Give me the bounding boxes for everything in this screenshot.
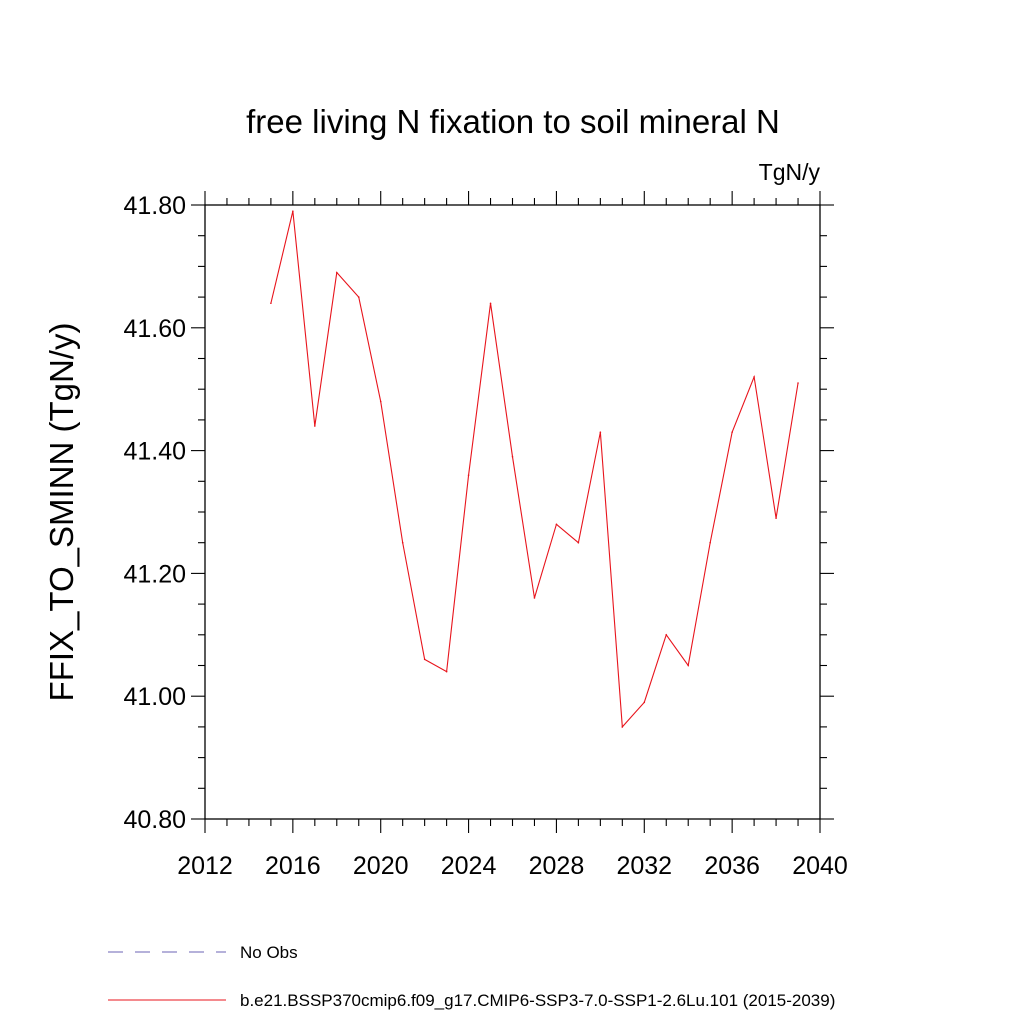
x-tick-label: 2020 [353,852,409,880]
series-line [270,211,799,729]
data-point [401,541,404,544]
x-tick-label: 2028 [529,852,585,880]
data-point [731,431,733,433]
x-tick-label: 2032 [616,852,672,880]
legend-label: b.e21.BSSP370cmip6.f09_g17.CMIP6-SSP3-7.… [240,991,835,1010]
data-point [489,302,492,305]
plot-frame [204,204,821,820]
data-point [599,431,602,433]
data-point [511,455,514,458]
x-tick-label: 2036 [704,852,760,880]
data-point [643,701,646,704]
y-tick-label: 41.20 [123,560,186,588]
data-point [379,400,382,403]
legend-label: No Obs [240,943,298,962]
y-axis-label: FFIX_TO_SMINN (TgN/y) [43,323,80,702]
data-point [292,210,294,212]
x-tick-label: 2012 [177,852,233,880]
x-tick-label: 2040 [792,852,848,880]
x-axis-ticks: 2012 2016 2020 2024 2028 2032 2036 2040 [177,191,848,880]
y-tick-label: 40.80 [123,806,186,834]
data-point [775,517,777,519]
y-tick-label: 41.60 [123,315,186,343]
x-tick-label: 2024 [441,852,497,880]
data-point [533,597,536,599]
units-label: TgN/y [759,159,821,185]
y-tick-label: 41.80 [123,192,186,220]
data-point [270,302,272,305]
data-point [709,541,711,544]
data-point [555,523,558,526]
y-axis-ticks: 40.80 41.00 41.20 41.40 41.60 41.80 [123,192,834,834]
data-point [357,296,360,298]
data-point [577,541,580,544]
chart-title: free living N fixation to soil mineral N [246,103,780,140]
x-tick-label: 2016 [265,852,321,880]
data-point [335,271,338,274]
data-point [467,474,470,476]
data-point [687,664,690,667]
data-point [314,425,316,427]
data-point [423,658,426,661]
data-point [797,382,799,384]
data-point [753,376,755,378]
data-point [621,726,624,728]
data-point [665,634,668,636]
data-point [445,670,448,673]
y-tick-label: 41.40 [123,438,186,466]
series-layer [270,210,799,729]
legend: No Obs b.e21.BSSP370cmip6.f09_g17.CMIP6-S… [108,943,835,1010]
y-tick-label: 41.00 [123,683,186,711]
